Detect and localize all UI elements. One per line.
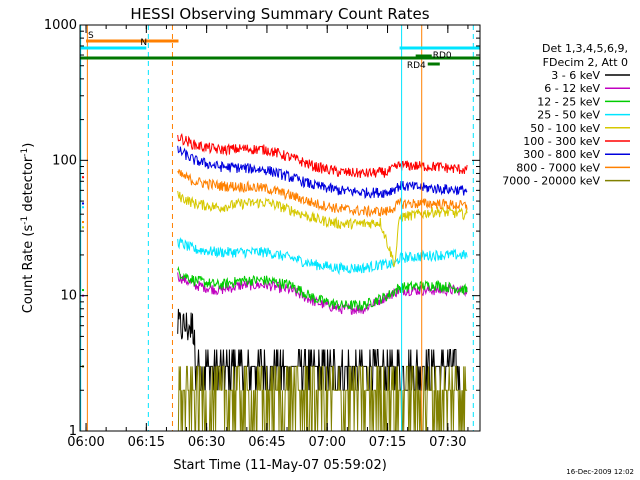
series-line-100-to-300kev	[177, 132, 468, 179]
y-axis-label-sup2: -1	[20, 148, 30, 157]
legend-header-line2: FDecim 2, Att 0	[543, 56, 628, 69]
x-tick-label-4: 07:00	[309, 435, 346, 450]
series-line-7000-to-20000kev	[177, 365, 468, 431]
y-axis-label-part1: Count Rate (s	[21, 225, 36, 314]
legend: Det 1,3,4,5,6,9, FDecim 2, Att 0 3 - 6 k…	[502, 42, 630, 188]
plot-frame	[79, 24, 481, 432]
legend-label-1: 6 - 12 keV	[544, 82, 600, 95]
series-line-800-to-7000kev	[177, 169, 468, 218]
legend-label-2: 12 - 25 keV	[537, 95, 600, 108]
x-tick-label-6: 07:30	[429, 435, 466, 450]
series-line-25-to-50kev	[177, 237, 468, 276]
y-tick-label-2: 100	[52, 153, 77, 168]
legend-label-4: 50 - 100 keV	[530, 122, 600, 135]
legend-label-0: 3 - 6 keV	[551, 69, 600, 82]
series-line-6-to-12kev	[177, 272, 468, 315]
y-axis-label: Count Rate (s-1 detector-1)	[20, 143, 36, 314]
x-tick-label-3: 06:45	[248, 435, 285, 450]
series-line-50-to-100kev	[177, 190, 468, 268]
y-tick-label-3: 1000	[44, 18, 77, 33]
legend-label-8: 7000 - 20000 keV	[502, 175, 600, 188]
timestamp: 16-Dec-2009 12:02	[566, 468, 634, 476]
legend-label-3: 25 - 50 keV	[537, 109, 600, 122]
x-tick-label-1: 06:15	[128, 435, 165, 450]
x-axis-label: Start Time (11-May-07 05:59:02)	[173, 458, 387, 473]
flag-label-0: S	[88, 31, 94, 41]
chart-title: HESSI Observing Summary Count Rates	[130, 5, 429, 23]
x-tick-label-5: 07:15	[369, 435, 406, 450]
legend-header-line1: Det 1,3,4,5,6,9,	[542, 42, 628, 55]
legend-label-7: 800 - 7000 keV	[516, 161, 600, 174]
y-axis-label-sup1: -1	[20, 216, 30, 225]
x-tick-label-2: 06:30	[188, 435, 225, 450]
legend-label-5: 100 - 300 keV	[523, 135, 600, 148]
y-axis-label-part3: )	[21, 143, 36, 148]
series-line-300-to-800kev	[177, 145, 468, 200]
flag-label-5: RD4	[407, 61, 426, 71]
y-tick-label-1: 10	[60, 289, 77, 304]
y-tick-label-0: 1	[69, 424, 77, 439]
flag-label-4: RD0	[433, 51, 452, 61]
series-line-12-to-25kev	[177, 265, 468, 312]
flag-label-1: N	[140, 38, 147, 48]
x-tick-label-0: 06:00	[67, 435, 104, 450]
legend-label-6: 300 - 800 keV	[523, 148, 600, 161]
y-axis-label-part2: detector	[21, 156, 36, 216]
